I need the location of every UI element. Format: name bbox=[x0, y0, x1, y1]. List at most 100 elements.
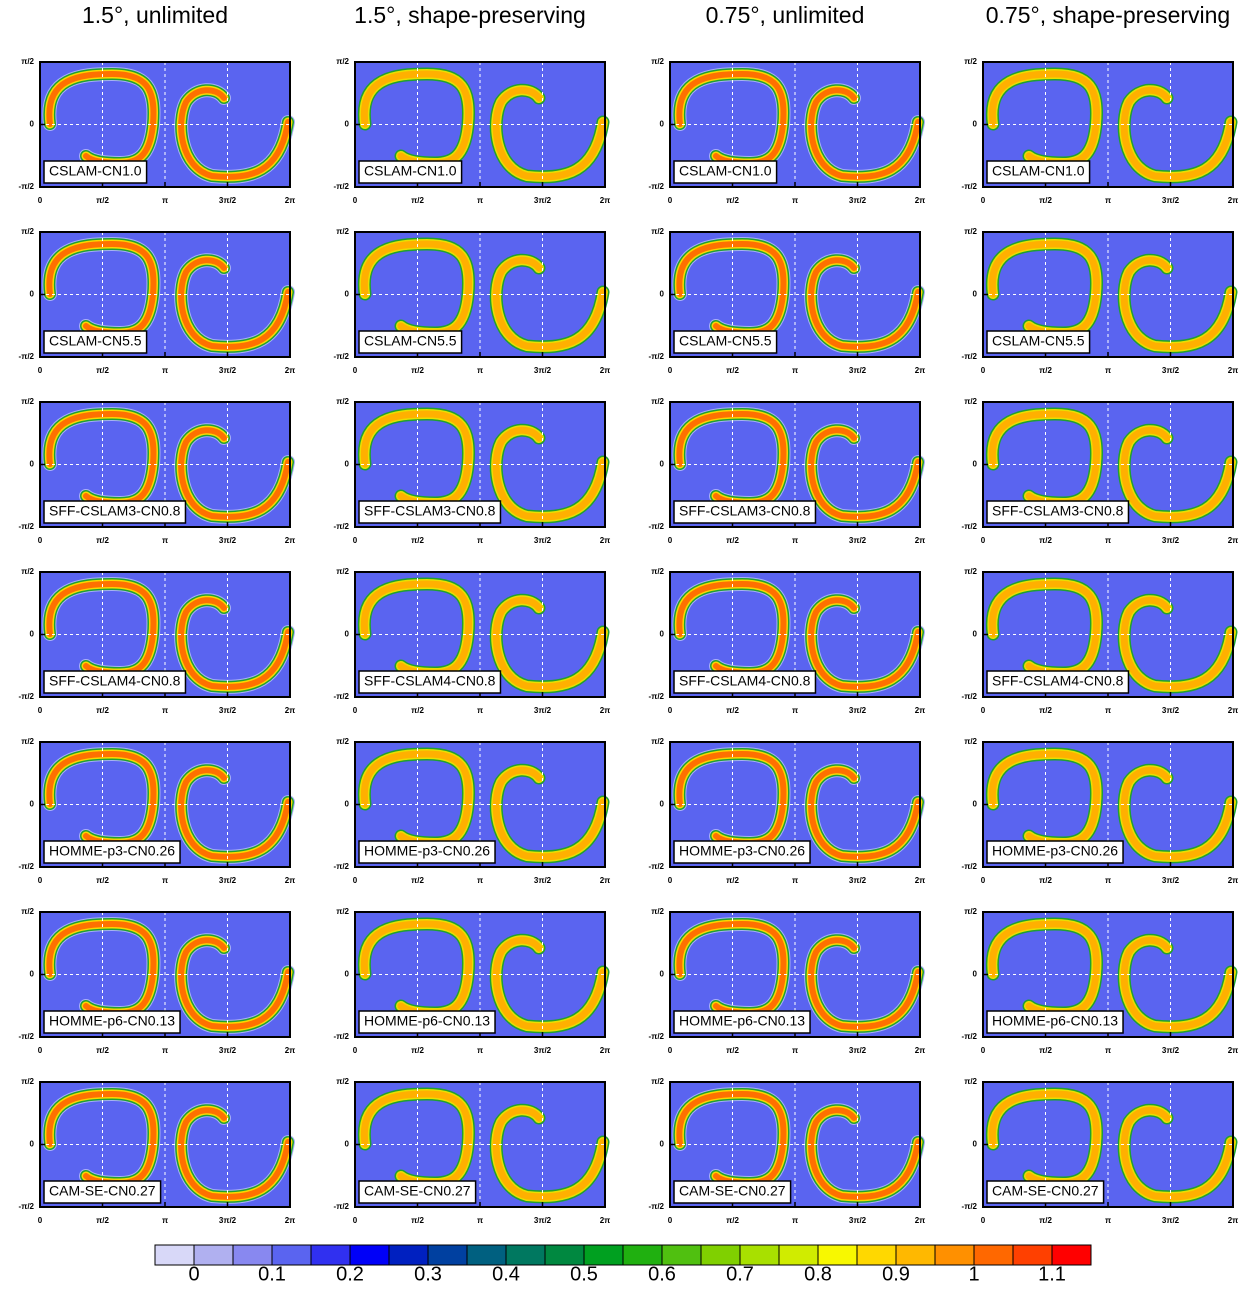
y-tick-label: -π/2 bbox=[19, 1032, 35, 1041]
x-tick-label: 3π/2 bbox=[534, 536, 552, 545]
y-tick-label: π/2 bbox=[21, 57, 34, 66]
colorbar-label: 1 bbox=[968, 1263, 979, 1285]
scheme-label: HOMME-p6-CN0.13 bbox=[364, 1013, 490, 1029]
x-tick-label: 2π bbox=[285, 1216, 296, 1225]
x-tick-label: 0 bbox=[668, 876, 673, 885]
x-tick-label: π/2 bbox=[726, 196, 739, 205]
scheme-label: CSLAM-CN5.5 bbox=[992, 333, 1085, 349]
colorbar-swatch bbox=[544, 1244, 585, 1266]
x-tick-label: 0 bbox=[38, 366, 43, 375]
y-tick-label: π/2 bbox=[21, 1077, 34, 1086]
x-tick-label: 3π/2 bbox=[219, 536, 237, 545]
y-tick-label: π/2 bbox=[651, 397, 664, 406]
tracer-filament bbox=[1120, 256, 1235, 351]
x-tick-label: 3π/2 bbox=[849, 876, 867, 885]
tracer-filament bbox=[178, 767, 291, 860]
label-box bbox=[673, 160, 778, 184]
x-tick-label: π/2 bbox=[726, 1216, 739, 1225]
x-tick-label: 2π bbox=[1228, 366, 1239, 375]
colorbar-swatch bbox=[1012, 1244, 1053, 1266]
scheme-label: CSLAM-CN5.5 bbox=[364, 333, 457, 349]
x-tick-label: π/2 bbox=[411, 366, 424, 375]
tracer-filament bbox=[178, 937, 291, 1030]
y-tick-label: -π/2 bbox=[19, 1202, 35, 1211]
y-tick-label: 0 bbox=[30, 460, 35, 469]
x-tick-label: 0 bbox=[353, 366, 358, 375]
colorbar-swatch bbox=[583, 1244, 624, 1266]
y-tick-label: 0 bbox=[973, 290, 978, 299]
x-tick-label: π/2 bbox=[411, 1046, 424, 1055]
x-tick-label: 2π bbox=[1228, 196, 1239, 205]
label-box bbox=[43, 1180, 162, 1204]
scheme-label: HOMME-p3-CN0.26 bbox=[364, 843, 490, 859]
tracer-filament bbox=[1120, 1106, 1235, 1201]
y-tick-label: 0 bbox=[973, 630, 978, 639]
x-tick-label: π/2 bbox=[411, 1216, 424, 1225]
x-tick-label: π bbox=[162, 366, 168, 375]
tracer-filament bbox=[1120, 596, 1235, 691]
y-tick-label: -π/2 bbox=[334, 1202, 350, 1211]
tracer-filament bbox=[178, 427, 291, 520]
colorbar-swatch bbox=[427, 1244, 468, 1266]
x-tick-label: 0 bbox=[668, 536, 673, 545]
x-tick-label: π bbox=[477, 1216, 483, 1225]
y-tick-label: -π/2 bbox=[334, 862, 350, 871]
scheme-label: HOMME-p3-CN0.26 bbox=[992, 843, 1118, 859]
y-tick-label: -π/2 bbox=[19, 352, 35, 361]
x-tick-label: 3π/2 bbox=[534, 706, 552, 715]
x-tick-label: 0 bbox=[353, 536, 358, 545]
y-tick-label: 0 bbox=[30, 120, 35, 129]
x-tick-label: 2π bbox=[915, 1216, 926, 1225]
scheme-label: CSLAM-CN5.5 bbox=[679, 333, 772, 349]
x-tick-label: 2π bbox=[285, 196, 296, 205]
tracer-filament bbox=[808, 257, 921, 350]
y-tick-label: π/2 bbox=[21, 567, 34, 576]
x-tick-label: 2π bbox=[915, 706, 926, 715]
x-tick-label: 0 bbox=[668, 196, 673, 205]
scheme-label: SFF-CSLAM3-CN0.8 bbox=[992, 503, 1124, 519]
y-tick-label: π/2 bbox=[964, 397, 977, 406]
scheme-label: SFF-CSLAM3-CN0.8 bbox=[364, 503, 496, 519]
x-tick-label: 3π/2 bbox=[849, 1216, 867, 1225]
x-tick-label: 3π/2 bbox=[219, 876, 237, 885]
y-tick-label: π/2 bbox=[336, 57, 349, 66]
x-tick-label: 2π bbox=[285, 706, 296, 715]
y-tick-label: 0 bbox=[345, 800, 350, 809]
x-tick-label: 0 bbox=[981, 536, 986, 545]
y-tick-label: -π/2 bbox=[19, 182, 35, 191]
label-box bbox=[673, 500, 817, 524]
y-tick-label: -π/2 bbox=[649, 692, 665, 701]
y-tick-label: 0 bbox=[345, 970, 350, 979]
colorbar-label: 0.5 bbox=[570, 1263, 598, 1285]
y-tick-label: -π/2 bbox=[649, 352, 665, 361]
label-box bbox=[673, 330, 778, 354]
x-tick-label: 0 bbox=[981, 1046, 986, 1055]
x-tick-label: 3π/2 bbox=[1162, 1216, 1180, 1225]
x-tick-label: 3π/2 bbox=[219, 196, 237, 205]
y-tick-label: -π/2 bbox=[334, 692, 350, 701]
x-tick-label: π bbox=[792, 1216, 798, 1225]
x-tick-label: π bbox=[162, 706, 168, 715]
colorbar-label: 0.9 bbox=[882, 1263, 910, 1285]
x-tick-label: 0 bbox=[38, 536, 43, 545]
x-tick-label: 2π bbox=[600, 1216, 611, 1225]
scheme-label: CAM-SE-CN0.27 bbox=[992, 1183, 1099, 1199]
x-tick-label: π/2 bbox=[726, 706, 739, 715]
x-tick-label: 0 bbox=[353, 876, 358, 885]
colorbar-label: 0.1 bbox=[258, 1263, 286, 1285]
y-tick-label: -π/2 bbox=[962, 352, 978, 361]
scheme-label: CSLAM-CN1.0 bbox=[679, 163, 772, 179]
colorbar-swatch bbox=[817, 1244, 858, 1266]
x-tick-label: 2π bbox=[915, 366, 926, 375]
y-tick-label: 0 bbox=[660, 290, 665, 299]
